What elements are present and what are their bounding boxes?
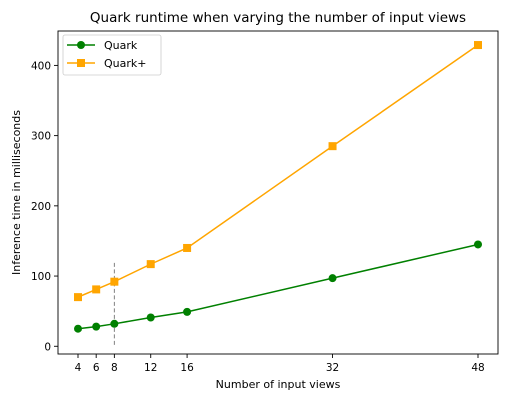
x-tick-label: 32 bbox=[326, 362, 339, 374]
y-tick-label: 100 bbox=[31, 271, 51, 283]
x-tick-label: 4 bbox=[75, 362, 82, 374]
data-point bbox=[328, 274, 337, 283]
y-tick-label: 400 bbox=[31, 60, 51, 72]
data-point bbox=[92, 322, 101, 331]
chart-title: Quark runtime when varying the number of… bbox=[90, 10, 466, 26]
y-axis-label: Inference time in milliseconds bbox=[10, 110, 23, 275]
x-tick-label: 8 bbox=[111, 362, 118, 374]
data-point bbox=[183, 307, 192, 316]
data-point bbox=[74, 293, 82, 302]
legend-marker bbox=[77, 59, 85, 67]
plot-area bbox=[57, 30, 499, 355]
data-point bbox=[328, 142, 337, 151]
data-point bbox=[474, 240, 482, 249]
x-tick-label: 6 bbox=[93, 362, 100, 374]
data-point bbox=[474, 41, 482, 50]
data-point bbox=[183, 243, 192, 252]
data-point bbox=[146, 260, 155, 269]
y-tick-label: 300 bbox=[31, 131, 51, 143]
series-layer bbox=[74, 41, 482, 333]
legend-label: Quark bbox=[104, 39, 138, 52]
data-point bbox=[110, 319, 119, 328]
y-tick-label: 200 bbox=[31, 201, 51, 213]
data-point bbox=[110, 277, 119, 286]
x-tick-label: 12 bbox=[144, 362, 157, 374]
x-axis: 4 6 8 12 16 32 48 bbox=[75, 354, 485, 374]
data-point bbox=[92, 285, 101, 294]
x-axis-label: Number of input views bbox=[216, 378, 341, 391]
legend-marker bbox=[77, 41, 85, 49]
series-quark- bbox=[74, 41, 482, 302]
x-tick-label: 16 bbox=[180, 362, 194, 374]
data-point bbox=[146, 313, 155, 322]
data-point bbox=[74, 324, 82, 333]
legend-label: Quark+ bbox=[104, 57, 146, 70]
legend: Quark Quark+ bbox=[62, 34, 162, 76]
y-axis: 0 100 200 300 400 bbox=[31, 60, 58, 353]
x-tick-label: 48 bbox=[471, 362, 484, 374]
series-quark bbox=[74, 240, 482, 333]
y-tick-label: 0 bbox=[44, 341, 51, 353]
